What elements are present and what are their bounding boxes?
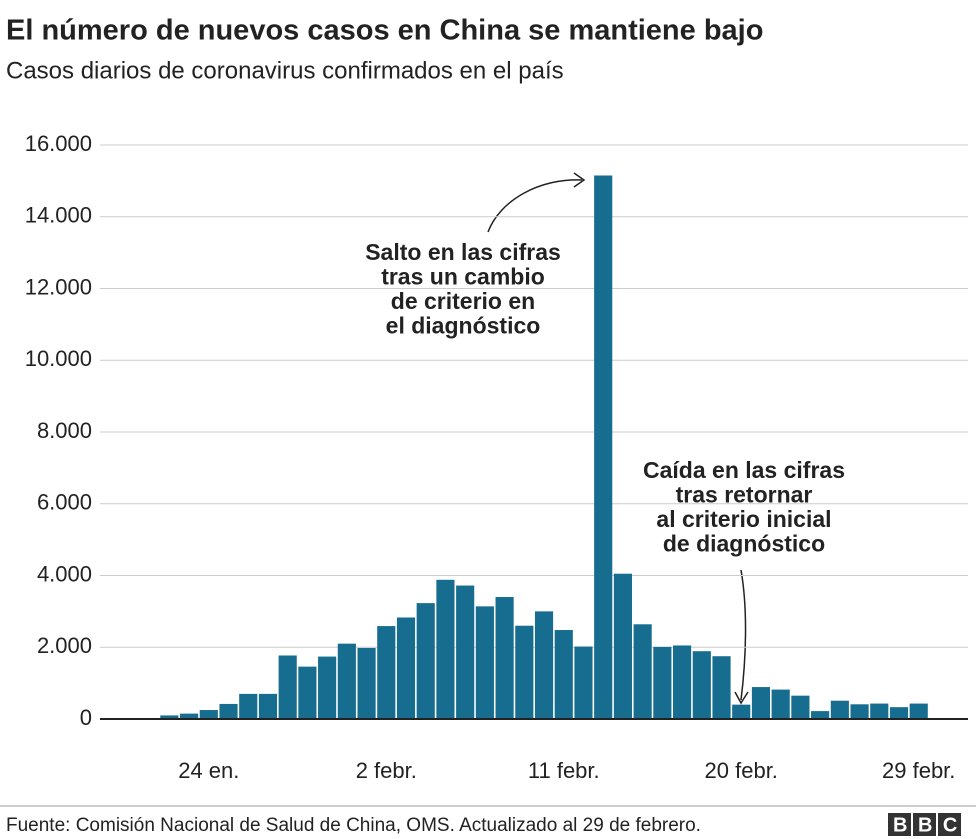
y-tick-label: 4.000: [37, 561, 92, 586]
y-tick-label: 12.000: [25, 274, 92, 299]
bar: [791, 695, 810, 719]
y-tick-label: 10.000: [25, 346, 92, 371]
y-tick-label: 14.000: [25, 203, 92, 228]
bar: [160, 715, 179, 719]
x-tick-label: 20 febr.: [705, 758, 778, 783]
logo-box: [938, 813, 961, 836]
bar: [613, 573, 632, 719]
bar: [889, 707, 909, 719]
bar: [219, 703, 238, 719]
bar: [258, 693, 278, 719]
source: Fuente: Comisión Nacional de Salud de Ch…: [6, 815, 701, 836]
annotation: Caída en las cifras: [643, 457, 845, 483]
bar: [653, 646, 672, 719]
bar: [830, 700, 849, 719]
bar: [811, 711, 830, 719]
bar: [180, 713, 199, 719]
bar: [416, 603, 435, 719]
x-tick-label: 29 febr.: [882, 758, 955, 783]
logo-box: [913, 813, 936, 836]
y-tick-label: 0: [80, 705, 92, 730]
bar: [357, 647, 376, 719]
bar: [318, 656, 337, 719]
y-tick-label: 16.000: [25, 131, 92, 156]
bar: [534, 611, 554, 719]
annotation: el diagnóstico: [386, 313, 541, 339]
annotation: tras retornar: [676, 482, 813, 508]
y-tick-label: 2.000: [37, 633, 92, 658]
y-tick-label: 6.000: [37, 490, 92, 515]
x-tick-label: 24 en.: [178, 758, 239, 783]
annotation: tras un cambio: [381, 264, 545, 290]
bar: [396, 617, 416, 719]
bar: [751, 687, 771, 719]
bar: [712, 656, 731, 719]
bar: [594, 175, 613, 719]
y-tick-label: 8.000: [37, 418, 92, 443]
bar: [199, 710, 218, 719]
bar: [673, 645, 692, 719]
bar: [278, 655, 297, 719]
annotation: de criterio en: [391, 288, 535, 314]
bar: [732, 704, 751, 719]
bar: [692, 651, 711, 719]
annotation: Salto en las cifras: [365, 239, 561, 265]
bar: [298, 666, 317, 719]
bar: [436, 579, 455, 719]
annotation-arrow: [487, 179, 583, 233]
bar: [456, 585, 475, 719]
annotation-arrow: [740, 569, 747, 701]
bar: [909, 703, 928, 719]
bar: [771, 689, 790, 719]
bar: [475, 606, 494, 719]
bar: [239, 693, 258, 719]
x-tick-label: 11 febr.: [528, 758, 600, 783]
x-tick-label: 2 febr.: [356, 758, 417, 783]
bar: [554, 630, 573, 719]
bar: [515, 625, 534, 719]
bar: [377, 626, 396, 719]
bar: [850, 704, 869, 719]
bar: [870, 703, 889, 719]
arrow-head: [734, 691, 749, 705]
logo-box: [888, 813, 911, 836]
bar: [574, 646, 593, 719]
annotation: de diagnóstico: [663, 531, 825, 557]
logo: BBC: [893, 814, 968, 836]
annotation: al criterio inicial: [656, 506, 831, 532]
bar: [495, 597, 514, 719]
bar: [337, 643, 356, 719]
chart-title: El número de nuevos casos en China se ma…: [6, 15, 763, 47]
chart-subtitle: Casos diarios de coronavirus confirmados…: [6, 57, 564, 84]
bar: [633, 624, 652, 719]
arrow-head: [573, 172, 586, 188]
